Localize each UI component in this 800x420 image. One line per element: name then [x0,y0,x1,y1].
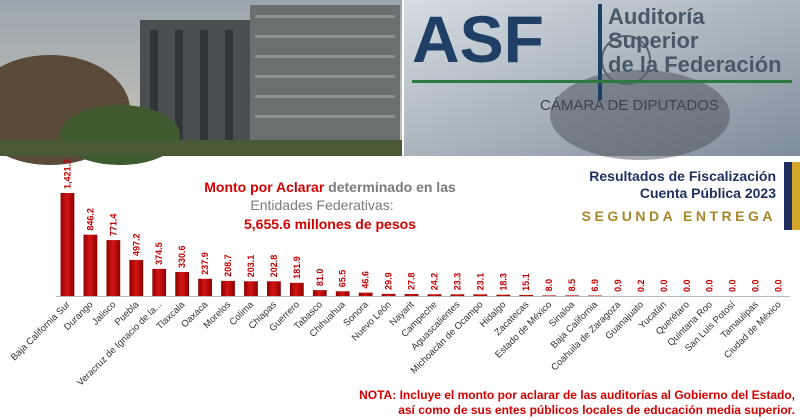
title-line: Monto por Aclarar determinado en las [204,179,456,195]
note: NOTA: Incluye el monto por aclarar de la… [359,388,795,417]
value-label: 6.9 [590,279,600,292]
value-label: 29.9 [384,272,394,290]
bar [496,294,511,296]
bar [473,294,488,296]
value-label: 497.2 [131,233,141,256]
x-tick-label: Baja California Sur [9,299,73,363]
bar [542,295,557,296]
value-label: 23.1 [475,273,485,291]
info-line: Resultados de Fiscalización [589,168,776,184]
value-label: 1,421.2 [62,159,72,189]
subtitle: 5,655.6 millones de pesos [244,216,416,232]
bar [267,281,281,296]
value-label: 65.5 [338,270,348,288]
title-rest: determinado en las [328,179,456,195]
value-label: 0.2 [636,279,646,292]
x-tick-label: Jalisco [90,299,118,327]
value-label: 24.2 [429,273,439,291]
value-label: 202.8 [269,255,279,278]
title-highlight: Monto por Aclarar [204,179,325,195]
bar [312,290,327,296]
bar [588,295,602,296]
bar [152,268,167,296]
bar [175,272,190,296]
bar [335,291,350,296]
value-label: 18.3 [498,273,508,291]
info-line: SEGUNDA ENTREGA [582,208,776,224]
value-label: 846.2 [85,208,95,231]
bar [427,294,442,296]
logo-line: Superior [608,28,699,53]
value-label: 23.3 [452,273,462,291]
value-label: 8.5 [567,279,577,292]
value-label: 0.0 [774,279,784,292]
bar [60,193,75,296]
value-label: 181.9 [292,256,302,279]
value-label: 81.0 [315,269,325,287]
value-label: 0.0 [705,279,715,292]
info-line: Cuenta Pública 2023 [640,185,776,201]
value-label: 771.4 [108,214,118,237]
logo-text: ASF [412,2,544,76]
value-label: 0.0 [728,279,738,292]
value-label: 46.6 [361,271,371,289]
bar [519,294,534,296]
value-label: 0.0 [682,279,692,292]
value-label: 0.9 [613,279,623,292]
note-label: NOTA: [359,388,396,402]
logo-line: de la Federación [608,52,782,77]
value-label: 208.7 [223,254,233,277]
value-label: 0.0 [751,279,761,292]
value-label: 27.8 [407,272,417,290]
photo-logo: ASF Auditoría Superior de la Federación … [404,0,800,160]
note-line: así como de sus entes públicos locales d… [398,403,795,417]
logo-footer: CÁMARA DE DIPUTADOS [540,97,719,114]
bar [106,240,121,296]
bar [129,259,144,296]
value-label: 8.0 [544,279,554,292]
logo-line: Auditoría [608,4,705,29]
bar [289,282,304,296]
value-label: 0.0 [659,279,669,292]
value-label: 203.1 [246,255,256,278]
value-label: 237.9 [200,252,210,275]
bar [198,278,212,296]
bar [244,281,258,296]
chart-title: Monto por Aclarar determinado en las Ent… [204,179,456,232]
note-text: Incluye el monto por aclarar de las audi… [400,388,795,402]
bar [381,293,396,296]
photo-building [0,0,402,165]
title-line2: Entidades Federativas: [250,197,393,213]
note-line: NOTA: Incluye el monto por aclarar de la… [359,388,795,402]
value-label: 374.5 [154,242,164,265]
value-label: 330.6 [177,246,187,269]
bar [358,292,373,296]
bar [404,293,419,296]
bar [565,295,579,296]
info-box: Resultados de Fiscalización Cuenta Públi… [582,162,800,230]
bar [221,280,235,296]
bar [450,294,465,296]
bar [83,234,98,296]
value-label: 15.1 [521,273,531,291]
